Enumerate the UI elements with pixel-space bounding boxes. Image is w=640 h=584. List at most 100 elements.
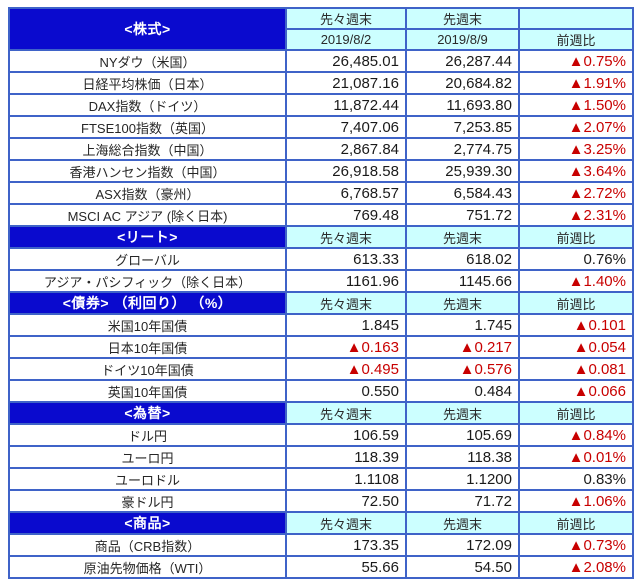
- table-row: NYダウ（米国） 26,485.01 26,287.44 ▲0.75%: [8, 49, 634, 73]
- cell-last-week: 54.50: [405, 555, 520, 579]
- row-label: 香港ハンセン指数（中国）: [8, 159, 287, 183]
- row-label: グローバル: [8, 247, 287, 271]
- cell-prev-week: 118.39: [285, 445, 407, 469]
- col-header-period-prev: 先々週末: [285, 401, 407, 425]
- table-row: 豪ドル円 72.50 71.72 ▲1.06%: [8, 489, 634, 513]
- cell-last-week: 118.38: [405, 445, 520, 469]
- cell-prev-week: 21,087.16: [285, 71, 407, 95]
- cell-last-week: 105.69: [405, 423, 520, 447]
- cell-prev-week: 769.48: [285, 203, 407, 227]
- section-header-reit: <リート>: [8, 225, 287, 249]
- cell-last-week: 1.1200: [405, 467, 520, 491]
- cell-last-week: 71.72: [405, 489, 520, 513]
- row-label: 米国10年国債: [8, 313, 287, 337]
- market-summary-body: <株式> 先々週末 先週末 2019/8/2 2019/8/9 前週比 NYダウ（米国） 26…: [8, 7, 634, 579]
- col-header-period-last: 先週末: [405, 7, 520, 30]
- cell-week-change: ▲2.31%: [518, 203, 634, 227]
- section-header-row-reit: <リート> 先々週末 先週末 前週比: [8, 225, 634, 249]
- cell-week-change: ▲1.40%: [518, 269, 634, 293]
- header-row-dates: 2019/8/2 2019/8/9 前週比: [9, 28, 634, 51]
- row-label: ドル円: [8, 423, 287, 447]
- row-label: 原油先物価格（WTI）: [8, 555, 287, 579]
- section-header-fx: <為替>: [8, 401, 287, 425]
- cell-last-week: 2,774.75: [405, 137, 520, 161]
- cell-last-week: 1.745: [405, 313, 520, 337]
- cell-last-week: 751.72: [405, 203, 520, 227]
- cell-week-change: ▲3.64%: [518, 159, 634, 183]
- table-row: ユーロ円 118.39 118.38 ▲0.01%: [8, 445, 634, 469]
- row-label: 上海総合指数（中国）: [8, 137, 287, 161]
- col-header-change: 前週比: [518, 28, 634, 51]
- cell-week-change: ▲1.91%: [518, 71, 634, 95]
- cell-prev-week: 11,872.44: [285, 93, 407, 117]
- row-label: ユーロ円: [8, 445, 287, 469]
- cell-week-change: ▲1.50%: [518, 93, 634, 117]
- col-header-period-prev: 先々週末: [285, 291, 407, 315]
- cell-week-change: ▲2.07%: [518, 115, 634, 139]
- table-row: 日本10年国債 ▲0.163 ▲0.217 ▲0.054: [8, 335, 634, 359]
- cell-week-change: ▲0.101: [518, 313, 634, 337]
- cell-last-week: 7,253.85: [405, 115, 520, 139]
- col-header-period-last: 先週末: [405, 401, 520, 425]
- cell-last-week: ▲0.576: [405, 357, 520, 381]
- row-label: ASX指数（豪州）: [8, 181, 287, 205]
- cell-prev-week: 26,918.58: [285, 159, 407, 183]
- table-row: 商品（CRB指数） 173.35 172.09 ▲0.73%: [8, 533, 634, 557]
- table-row: ユーロドル 1.1108 1.1200 0.83%: [8, 467, 634, 491]
- cell-prev-week: 613.33: [285, 247, 407, 271]
- cell-prev-week: 7,407.06: [285, 115, 407, 139]
- table-row: 香港ハンセン指数（中国） 26,918.58 25,939.30 ▲3.64%: [8, 159, 634, 183]
- table-row: ASX指数（豪州） 6,768.57 6,584.43 ▲2.72%: [8, 181, 634, 205]
- cell-prev-week: ▲0.163: [285, 335, 407, 359]
- row-label: MSCI AC アジア (除く日本): [8, 203, 287, 227]
- cell-last-week: 1145.66: [405, 269, 520, 293]
- col-header-date-prev: 2019/8/2: [285, 28, 407, 51]
- row-label: FTSE100指数（英国）: [8, 115, 287, 139]
- row-label: 豪ドル円: [8, 489, 287, 513]
- cell-prev-week: 26,485.01: [285, 49, 407, 73]
- table-row: 英国10年国債 0.550 0.484 ▲0.066: [8, 379, 634, 403]
- cell-week-change: ▲0.081: [518, 357, 634, 381]
- table-row: 日経平均株価（日本） 21,087.16 20,684.82 ▲1.91%: [8, 71, 634, 95]
- table-row: 原油先物価格（WTI） 55.66 54.50 ▲2.08%: [8, 555, 634, 579]
- col-header-date-last: 2019/8/9: [405, 28, 520, 51]
- section-header-row-commodities: <商品> 先々週末 先週末 前週比: [8, 511, 634, 535]
- row-label: アジア・パシフィック（除く日本）: [8, 269, 287, 293]
- cell-last-week: 618.02: [405, 247, 520, 271]
- cell-week-change: 0.83%: [518, 467, 634, 491]
- cell-last-week: ▲0.217: [405, 335, 520, 359]
- cell-last-week: 11,693.80: [405, 93, 520, 117]
- cell-prev-week: ▲0.495: [285, 357, 407, 381]
- cell-prev-week: 173.35: [285, 533, 407, 557]
- cell-week-change: ▲0.01%: [518, 445, 634, 469]
- cell-last-week: 172.09: [405, 533, 520, 557]
- table-row: ドル円 106.59 105.69 ▲0.84%: [8, 423, 634, 447]
- cell-week-change: ▲0.054: [518, 335, 634, 359]
- cell-prev-week: 72.50: [285, 489, 407, 513]
- cell-week-change: ▲0.75%: [518, 49, 634, 73]
- cell-week-change: ▲2.08%: [518, 555, 634, 579]
- col-header-change: 前週比: [518, 291, 634, 315]
- row-label: DAX指数（ドイツ）: [8, 93, 287, 117]
- table-row: アジア・パシフィック（除く日本） 1161.96 1145.66 ▲1.40%: [8, 269, 634, 293]
- section-header-row-fx: <為替> 先々週末 先週末 前週比: [8, 401, 634, 425]
- col-header-period-last: 先週末: [405, 225, 520, 249]
- col-header-change: 前週比: [518, 401, 634, 425]
- col-header-period-prev: 先々週末: [285, 225, 407, 249]
- cell-prev-week: 55.66: [285, 555, 407, 579]
- cell-prev-week: 106.59: [285, 423, 407, 447]
- market-summary-table: <株式> 先々週末 先週末 2019/8/2 2019/8/9 前週比 NYダウ（米国） 26…: [8, 7, 634, 579]
- cell-week-change: ▲0.066: [518, 379, 634, 403]
- cell-last-week: 26,287.44: [405, 49, 520, 73]
- cell-last-week: 6,584.43: [405, 181, 520, 205]
- cell-prev-week: 1161.96: [285, 269, 407, 293]
- table-row: DAX指数（ドイツ） 11,872.44 11,693.80 ▲1.50%: [8, 93, 634, 117]
- cell-week-change: 0.76%: [518, 247, 634, 271]
- col-header-period-prev: 先々週末: [285, 7, 407, 30]
- section-header-commodities: <商品>: [8, 511, 287, 535]
- cell-week-change: ▲0.84%: [518, 423, 634, 447]
- row-label: NYダウ（米国）: [8, 49, 287, 73]
- table-row: グローバル 613.33 618.02 0.76%: [8, 247, 634, 271]
- row-label: 日本10年国債: [8, 335, 287, 359]
- cell-prev-week: 6,768.57: [285, 181, 407, 205]
